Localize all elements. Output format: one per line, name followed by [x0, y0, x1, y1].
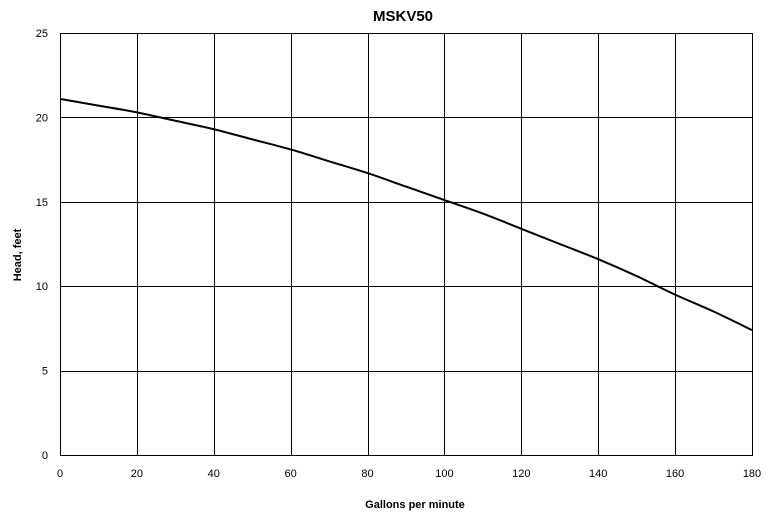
performance-curve [59, 97, 753, 331]
series-layer [59, 97, 753, 331]
y-tick-label: 15 [36, 197, 48, 209]
chart-title: MSKV50 [373, 8, 433, 25]
x-tick-label: 60 [285, 468, 297, 480]
y-tick-label: 5 [42, 366, 48, 378]
y-axis-ticks: 0 5 10 15 20 25 [36, 28, 48, 462]
grid [60, 33, 753, 456]
x-tick-label: 140 [589, 468, 607, 480]
x-axis-label: Gallons per minute [365, 499, 465, 511]
y-tick-label: 0 [42, 450, 48, 462]
x-tick-label: 40 [208, 468, 220, 480]
plot-frame [60, 33, 753, 456]
x-axis-ticks: 0 20 40 60 80 100 120 140 160 180 [57, 468, 761, 480]
x-tick-label: 120 [512, 468, 530, 480]
x-tick-label: 20 [131, 468, 143, 480]
x-tick-label: 0 [57, 468, 63, 480]
x-tick-label: 160 [666, 468, 684, 480]
y-axis-label: Head, feet [12, 228, 24, 281]
y-tick-label: 25 [36, 28, 48, 40]
x-tick-label: 180 [743, 468, 761, 480]
x-tick-label: 80 [361, 468, 373, 480]
y-tick-label: 10 [36, 281, 48, 293]
x-tick-label: 100 [435, 468, 453, 480]
y-tick-label: 20 [36, 112, 48, 124]
